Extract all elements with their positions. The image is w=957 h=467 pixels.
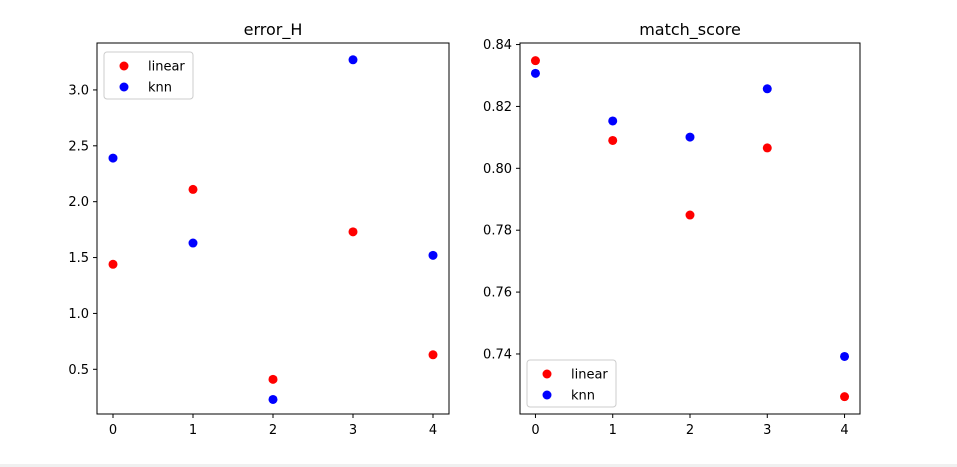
data-point-linear bbox=[530, 56, 540, 66]
data-point-linear bbox=[608, 135, 618, 145]
x-tick-label: 0 bbox=[531, 423, 539, 438]
y-tick-label: 2.0 bbox=[68, 195, 89, 210]
y-tick-label: 1.5 bbox=[68, 251, 89, 266]
data-point-linear bbox=[428, 350, 438, 360]
y-tick-label: 0.82 bbox=[483, 100, 512, 115]
legend-marker-linear bbox=[542, 369, 552, 379]
data-point-linear bbox=[840, 392, 850, 402]
data-point-knn bbox=[268, 394, 278, 404]
data-point-linear bbox=[108, 259, 118, 269]
y-tick-label: 2.5 bbox=[68, 139, 89, 154]
legend-marker-knn bbox=[542, 390, 552, 400]
data-point-linear bbox=[268, 374, 278, 384]
data-point-knn bbox=[530, 68, 540, 78]
chart-panel-1: error_H 0 1 2 3 4 0.5 1.0 1.5 2.0 2.5 3.0 linear knn bbox=[68, 20, 450, 438]
legend-label-knn: knn bbox=[571, 389, 595, 404]
legend: linear knn bbox=[103, 51, 194, 100]
chart-panel-2: match_score 0 1 2 3 4 0.74 0.76 0.78 0.80 0.82 0.84… bbox=[483, 20, 861, 438]
x-tick-label: 1 bbox=[609, 423, 617, 438]
bottom-strip bbox=[0, 464, 957, 467]
data-point-knn bbox=[428, 250, 438, 260]
x-tick-label: 1 bbox=[189, 423, 197, 438]
series-knn bbox=[530, 68, 850, 361]
x-tick-label: 4 bbox=[840, 423, 848, 438]
y-tick-label: 1.0 bbox=[68, 307, 89, 322]
y-tick-label: 0.5 bbox=[68, 363, 89, 378]
y-tick-label: 0.76 bbox=[483, 286, 512, 301]
x-tick-label: 4 bbox=[429, 423, 437, 438]
data-point-knn bbox=[108, 153, 118, 163]
y-tick-label: 0.78 bbox=[483, 224, 512, 239]
y-tick-label: 0.84 bbox=[483, 38, 512, 53]
legend: linear knn bbox=[526, 359, 617, 408]
series-linear bbox=[108, 184, 438, 384]
y-tick-label: 0.74 bbox=[483, 347, 512, 362]
data-point-linear bbox=[762, 143, 772, 153]
plot-frame bbox=[519, 42, 861, 415]
data-point-knn bbox=[188, 238, 198, 248]
x-tick-label: 3 bbox=[349, 423, 357, 438]
data-point-linear bbox=[348, 227, 358, 237]
data-point-linear bbox=[685, 210, 695, 220]
data-point-knn bbox=[840, 351, 850, 361]
chart-title: match_score bbox=[639, 20, 741, 40]
legend-marker-linear bbox=[119, 61, 129, 71]
series-knn bbox=[108, 55, 438, 404]
legend-label-linear: linear bbox=[148, 60, 185, 75]
y-tick-label: 3.0 bbox=[68, 83, 89, 98]
chart-title: error_H bbox=[244, 20, 303, 40]
y-tick-label: 0.80 bbox=[483, 162, 512, 177]
data-point-knn bbox=[685, 132, 695, 142]
legend-marker-knn bbox=[119, 82, 129, 92]
x-tick-label: 2 bbox=[686, 423, 694, 438]
x-tick-label: 3 bbox=[763, 423, 771, 438]
data-point-knn bbox=[762, 84, 772, 94]
legend-label-knn: knn bbox=[148, 81, 172, 96]
data-point-knn bbox=[348, 55, 358, 65]
x-tick-label: 2 bbox=[269, 423, 277, 438]
data-point-knn bbox=[608, 116, 618, 126]
x-tick-label: 0 bbox=[109, 423, 117, 438]
legend-label-linear: linear bbox=[571, 368, 608, 383]
series-linear bbox=[530, 56, 850, 402]
data-point-linear bbox=[188, 184, 198, 194]
